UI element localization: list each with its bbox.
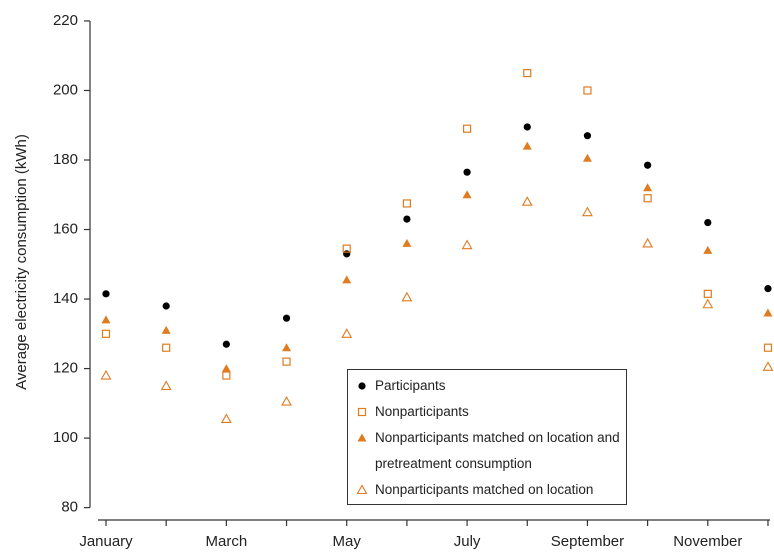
point xyxy=(358,382,366,390)
point xyxy=(343,250,351,258)
legend-marker xyxy=(358,382,366,390)
point xyxy=(644,161,652,169)
point xyxy=(403,215,411,223)
y-tick-label: 140 xyxy=(53,290,78,307)
point xyxy=(582,153,592,162)
point xyxy=(523,68,532,78)
point xyxy=(102,290,110,298)
legend-label: Nonparticipants matched on location and … xyxy=(375,430,620,471)
point xyxy=(357,433,367,442)
y-tick-label: 160 xyxy=(53,220,78,237)
y-tick-label: 180 xyxy=(53,151,78,168)
legend-marker xyxy=(356,484,368,495)
point xyxy=(581,206,593,217)
point xyxy=(704,218,712,227)
point xyxy=(281,395,292,406)
point xyxy=(402,199,411,208)
y-tick-label: 220 xyxy=(53,12,78,29)
point xyxy=(461,239,473,250)
point xyxy=(221,364,231,373)
point xyxy=(523,123,531,131)
point xyxy=(161,325,171,334)
point xyxy=(643,183,653,192)
legend-entry: Nonparticipants matched on location xyxy=(348,477,630,503)
point xyxy=(160,380,172,391)
y-tick-label: 200 xyxy=(53,81,78,98)
point xyxy=(702,298,714,309)
x-tick-label: September xyxy=(551,533,624,550)
point xyxy=(162,302,170,310)
x-tick-label: July xyxy=(454,533,481,550)
point xyxy=(341,328,353,338)
point xyxy=(462,124,472,133)
point xyxy=(401,291,413,302)
point xyxy=(222,340,230,348)
point xyxy=(763,308,773,317)
legend-entry: Nonparticipants xyxy=(348,399,630,425)
legend-entry: Nonparticipants matched on location and … xyxy=(348,425,630,477)
x-tick-label: January xyxy=(79,533,133,550)
point xyxy=(642,237,654,248)
point xyxy=(282,343,292,352)
point xyxy=(643,194,652,203)
point xyxy=(342,275,352,284)
point xyxy=(220,413,232,424)
point xyxy=(583,86,592,95)
point xyxy=(222,371,231,380)
point xyxy=(764,285,772,293)
point xyxy=(100,369,112,380)
point xyxy=(282,357,291,366)
y-tick-label: 120 xyxy=(53,360,78,377)
point xyxy=(101,315,111,324)
point xyxy=(342,244,351,253)
point xyxy=(282,314,291,322)
point xyxy=(356,484,368,495)
x-tick-label: November xyxy=(673,533,742,550)
point xyxy=(763,343,773,352)
point xyxy=(357,407,367,417)
legend-label: Nonparticipants xyxy=(375,404,469,419)
legend-label: Nonparticipants matched on location xyxy=(375,482,594,497)
y-tick-label: 80 xyxy=(61,499,78,516)
y-axis-title: Average electricity consumption (kWh) xyxy=(13,134,30,390)
point xyxy=(522,141,532,150)
legend-entry: Participants xyxy=(348,373,630,399)
point xyxy=(402,238,412,247)
point xyxy=(703,245,713,254)
legend-label: Participants xyxy=(375,378,446,393)
point xyxy=(101,329,111,338)
legend-marker xyxy=(357,433,367,442)
x-tick-label: March xyxy=(206,533,248,550)
point xyxy=(462,190,472,199)
point xyxy=(463,168,471,176)
point xyxy=(583,132,592,140)
point xyxy=(762,361,774,371)
point xyxy=(521,196,533,206)
legend-marker xyxy=(357,407,367,417)
y-tick-label: 100 xyxy=(53,429,78,446)
legend: Participants Nonparticipants Nonparticipan… xyxy=(347,369,627,505)
x-tick-label: May xyxy=(333,533,362,550)
point xyxy=(162,343,171,352)
point xyxy=(703,289,712,298)
